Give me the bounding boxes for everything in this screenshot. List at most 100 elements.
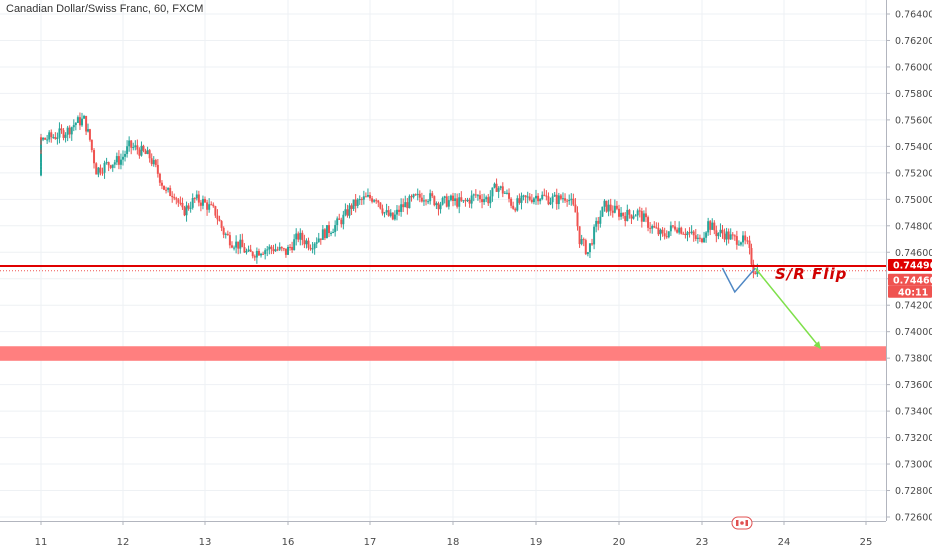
candle-body xyxy=(87,129,90,132)
time-tick-label: 23 xyxy=(696,537,709,548)
candle-body xyxy=(383,212,386,214)
candle-body xyxy=(489,196,492,204)
candle-body xyxy=(152,160,155,165)
candle-body xyxy=(532,198,535,203)
current-price-tag-text: 0.74460 xyxy=(893,275,932,286)
candle-body xyxy=(624,215,627,222)
candle-body xyxy=(717,232,720,237)
candle-body xyxy=(545,195,548,197)
time-tick-label: 24 xyxy=(778,537,791,548)
candle-body xyxy=(134,145,137,148)
candle-body xyxy=(497,188,500,192)
candle-body xyxy=(76,117,79,123)
candle-body xyxy=(68,127,71,135)
candle-body xyxy=(270,246,273,249)
candle-body xyxy=(576,212,579,227)
candle-body xyxy=(208,204,211,210)
candle-body xyxy=(739,242,742,245)
candle-body xyxy=(115,156,118,163)
candle-body xyxy=(72,125,75,128)
candle-body xyxy=(520,195,523,203)
candle-body xyxy=(445,196,448,207)
candle-body xyxy=(90,139,93,151)
candle-body xyxy=(543,194,546,196)
candle-body xyxy=(85,115,88,132)
candle-body xyxy=(107,162,110,166)
candle-body xyxy=(750,247,753,265)
candle-body xyxy=(362,196,365,200)
price-tick-label: 0.75400 xyxy=(895,142,932,153)
flag-leaf xyxy=(740,521,744,525)
candle-body xyxy=(222,227,225,235)
candle-body xyxy=(528,196,531,200)
candle-body xyxy=(582,239,585,241)
candle-body xyxy=(634,215,637,217)
candle-body xyxy=(257,250,260,256)
candle-body xyxy=(437,203,440,210)
candle-body xyxy=(441,197,444,205)
candle-body xyxy=(379,202,382,209)
candle-body xyxy=(163,185,165,190)
candle-body xyxy=(651,226,654,229)
candle-body xyxy=(632,216,635,219)
candle-body xyxy=(122,156,124,160)
candle-body xyxy=(735,236,738,245)
candle-body xyxy=(555,194,558,205)
candle-body xyxy=(561,198,564,200)
candle-body xyxy=(564,198,567,201)
candle-body xyxy=(503,192,506,194)
candle-body xyxy=(578,226,581,245)
candle-body xyxy=(52,137,55,139)
candle-body xyxy=(551,196,554,203)
candle-body xyxy=(723,233,726,240)
candle-body xyxy=(495,183,498,192)
candle-body xyxy=(332,231,335,233)
candle-body xyxy=(46,139,49,141)
candle-body xyxy=(742,235,744,243)
candle-body xyxy=(605,200,608,212)
sr-flip-annotation: S/R Flip xyxy=(775,265,847,283)
candle-body xyxy=(680,227,683,234)
candle-body xyxy=(609,204,612,211)
candle-body xyxy=(319,238,322,240)
candle-body xyxy=(103,162,106,173)
candle-body xyxy=(317,238,320,243)
candle-body xyxy=(371,198,374,202)
candle-body xyxy=(42,137,45,140)
candle-body xyxy=(659,229,662,235)
candle-body xyxy=(547,196,550,205)
candle-body xyxy=(284,248,287,255)
candle-body xyxy=(649,227,652,229)
candle-body xyxy=(603,200,606,207)
time-tick-label: 16 xyxy=(282,537,295,548)
candle-body xyxy=(128,140,131,147)
price-tick-label: 0.75600 xyxy=(895,115,932,126)
candle-body xyxy=(377,200,380,203)
candle-body xyxy=(58,128,61,138)
candle-body xyxy=(514,208,517,211)
flag-band-right xyxy=(745,520,748,526)
sr-price-tag-text: 0.74496 xyxy=(893,261,932,272)
candle-body xyxy=(132,147,135,149)
candle-body xyxy=(754,272,757,275)
candle-body xyxy=(701,238,703,243)
candle-body xyxy=(422,200,425,202)
price-tick-label: 0.75800 xyxy=(895,89,932,100)
candle-body xyxy=(216,215,219,220)
time-axis-labels[interactable]: 11 12 13 16 17 18 19 20 23 24 25 xyxy=(35,521,873,548)
time-tick-label: 18 xyxy=(447,537,460,548)
projection-arrow-green xyxy=(754,267,822,350)
candle-body xyxy=(414,194,417,196)
candle-body xyxy=(74,122,77,126)
canada-flag-icon[interactable] xyxy=(731,516,753,530)
candle-body xyxy=(752,264,755,273)
candle-body xyxy=(696,237,699,239)
candle-body xyxy=(508,192,511,199)
candle-body xyxy=(278,246,281,250)
candle-body xyxy=(369,195,371,199)
candle-body xyxy=(113,162,116,165)
candle-body xyxy=(56,137,59,139)
candle-body xyxy=(725,231,728,240)
